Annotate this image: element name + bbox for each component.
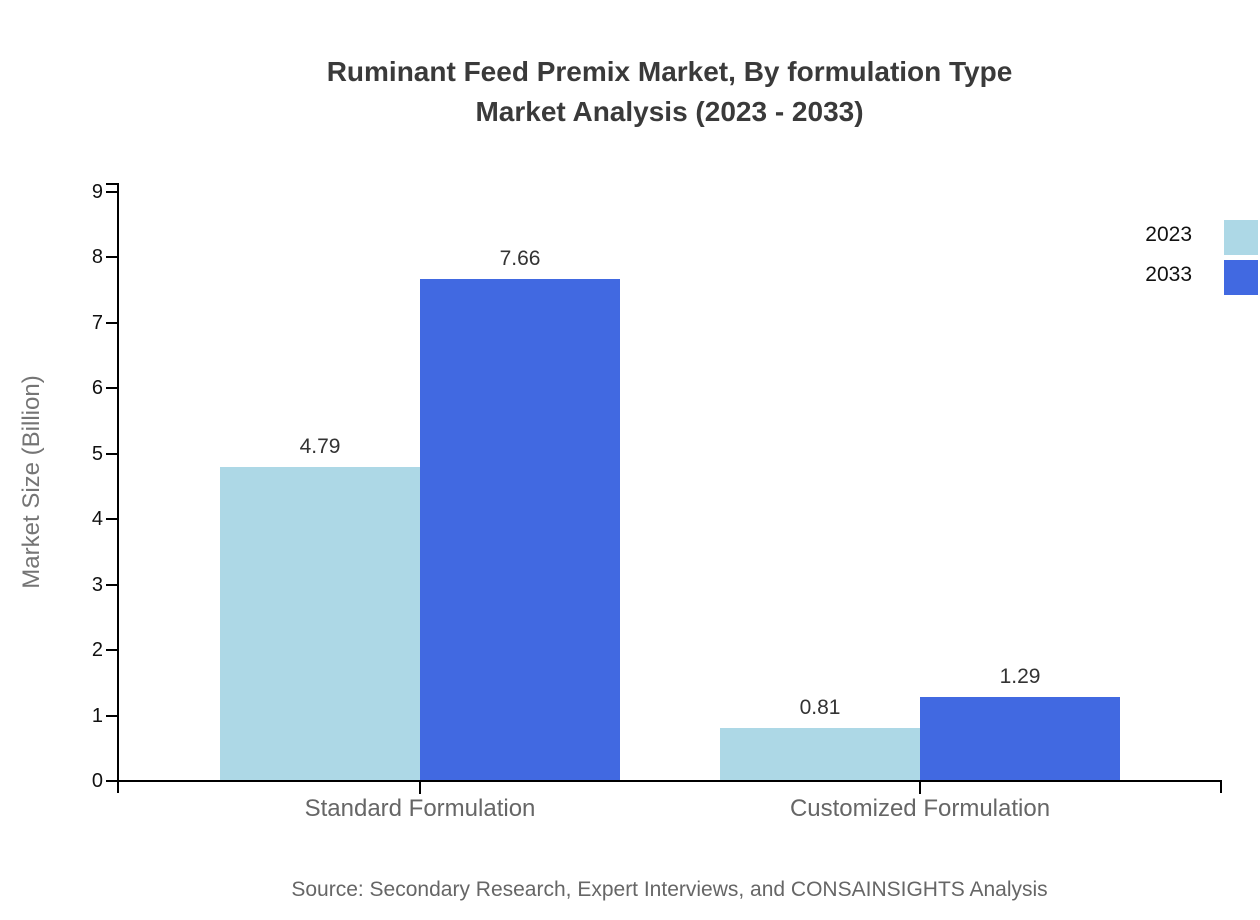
y-tick-label: 0 (91, 770, 103, 792)
y-tick (106, 714, 118, 717)
bar-2023-standard-formulation (220, 467, 420, 781)
y-tick (106, 518, 118, 520)
source-note: Source: Secondary Research, Expert Inter… (291, 878, 1048, 901)
y-tick-label: 1 (91, 704, 103, 727)
y-tick-label: 9 (91, 180, 103, 203)
y-axis-line (117, 183, 119, 793)
y-tick (106, 583, 118, 586)
y-tick-label: 6 (91, 377, 103, 399)
chart-title-line-1: Ruminant Feed Premix Market, By formulat… (326, 56, 1013, 87)
legend-swatch-2023 (1224, 220, 1258, 255)
x-axis-end-cap (1220, 780, 1222, 793)
bar-value-label: 0.81 (799, 695, 841, 719)
x-axis-line (117, 780, 1222, 782)
legend-label-2033: 2033 (1145, 263, 1192, 286)
y-tick-label: 7 (91, 311, 103, 334)
chart-title: Ruminant Feed Premix Market, By formulat… (118, 52, 1221, 132)
bar-value-label: 4.79 (299, 435, 341, 459)
legend-label-2023: 2023 (1145, 223, 1192, 246)
bar-2023-customized-formulation (720, 727, 920, 781)
x-tick (419, 781, 421, 794)
y-tick (106, 452, 118, 455)
legend-swatch-2033 (1224, 260, 1258, 295)
y-tick (106, 387, 118, 389)
bar-value-label: 1.29 (999, 664, 1041, 688)
bar-2033-customized-formulation (920, 696, 1120, 781)
y-tick (106, 190, 118, 193)
category-label-standard-formulation: Standard Formulation (304, 795, 536, 822)
y-tick-label: 5 (91, 442, 103, 465)
x-tick (919, 781, 921, 794)
y-axis-end-cap (106, 183, 118, 185)
category-label-customized-formulation: Customized Formulation (789, 795, 1051, 822)
y-tick (106, 649, 118, 651)
y-tick-label: 3 (91, 573, 103, 596)
y-tick (106, 321, 118, 324)
y-tick (106, 780, 118, 782)
y-tick-label: 8 (91, 246, 103, 268)
bar-value-label: 7.66 (499, 247, 541, 271)
y-tick-label: 2 (91, 639, 103, 661)
bar-2033-standard-formulation (420, 279, 620, 781)
y-tick (106, 256, 118, 258)
y-tick-label: 4 (91, 508, 103, 530)
chart-title-line-2: Market Analysis (2023 - 2033) (475, 96, 864, 127)
